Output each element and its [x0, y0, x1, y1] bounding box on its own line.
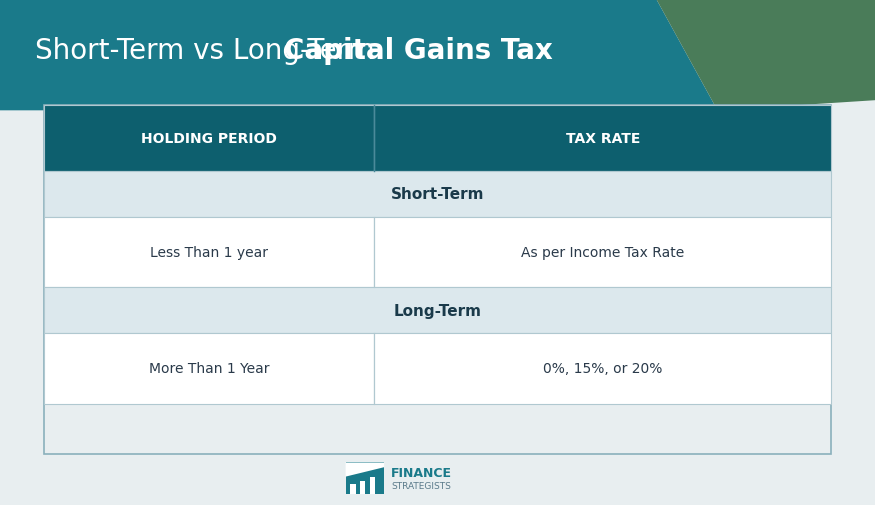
Polygon shape [656, 0, 875, 111]
Text: 0%, 15%, or 20%: 0%, 15%, or 20% [543, 362, 662, 376]
Text: HOLDING PERIOD: HOLDING PERIOD [141, 132, 277, 146]
FancyBboxPatch shape [374, 106, 831, 172]
FancyBboxPatch shape [44, 106, 374, 172]
FancyBboxPatch shape [44, 288, 831, 333]
FancyBboxPatch shape [44, 333, 374, 404]
Polygon shape [346, 463, 384, 477]
FancyBboxPatch shape [370, 477, 374, 494]
Text: TAX RATE: TAX RATE [566, 132, 640, 146]
FancyBboxPatch shape [374, 217, 831, 288]
Text: Short-Term: Short-Term [391, 187, 484, 202]
FancyBboxPatch shape [346, 463, 384, 494]
Polygon shape [0, 0, 718, 111]
Text: FINANCE: FINANCE [391, 466, 452, 479]
Text: As per Income Tax Rate: As per Income Tax Rate [522, 245, 684, 260]
Text: Long-Term: Long-Term [394, 303, 481, 318]
FancyBboxPatch shape [374, 333, 831, 404]
Text: Short-Term vs Long-Term: Short-Term vs Long-Term [35, 36, 383, 65]
FancyBboxPatch shape [44, 172, 831, 217]
FancyBboxPatch shape [360, 481, 365, 494]
FancyBboxPatch shape [44, 217, 374, 288]
Text: Less Than 1 year: Less Than 1 year [150, 245, 268, 260]
Text: STRATEGISTS: STRATEGISTS [391, 481, 451, 490]
FancyBboxPatch shape [350, 484, 355, 494]
Text: More Than 1 Year: More Than 1 Year [149, 362, 270, 376]
Text: Capital Gains Tax: Capital Gains Tax [284, 36, 553, 65]
